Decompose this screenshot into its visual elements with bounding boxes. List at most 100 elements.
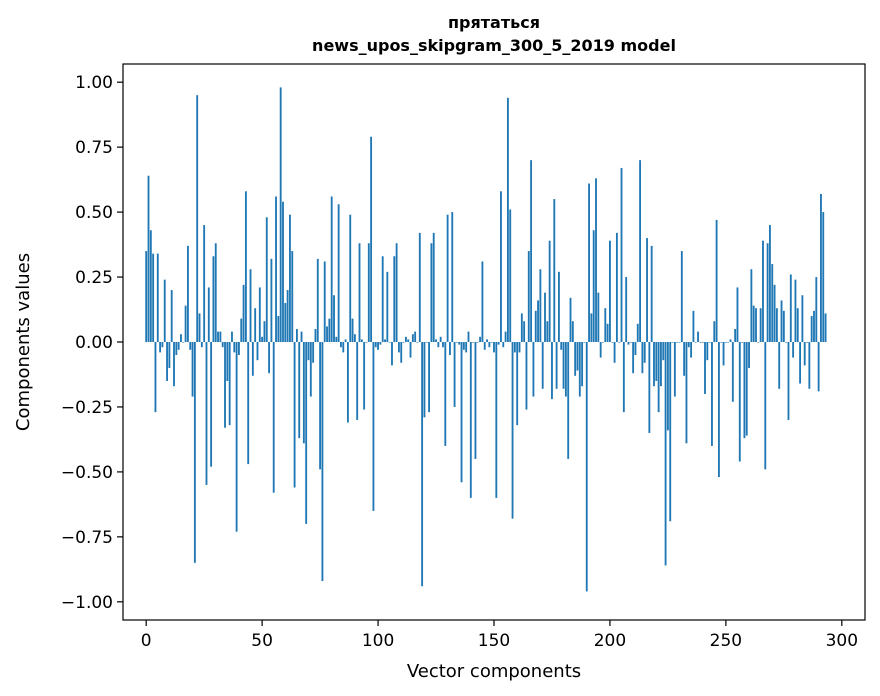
- bar-224: [664, 342, 667, 566]
- bar-21: [193, 342, 196, 563]
- y-tick-label: 0.75: [75, 138, 113, 158]
- bar-217: [648, 342, 651, 433]
- bar-12: [173, 342, 175, 387]
- bar-48: [256, 342, 259, 361]
- bar-281: [796, 308, 799, 342]
- bar-29: [212, 256, 215, 342]
- bar-156: [506, 97, 509, 342]
- bar-85: [342, 342, 345, 353]
- bar-176: [553, 199, 556, 342]
- bar-14: [177, 342, 180, 350]
- bar-66: [298, 342, 301, 439]
- bar-264: [757, 342, 760, 343]
- bar-129: [444, 342, 447, 446]
- y-tick-label: 0.25: [75, 268, 113, 288]
- bar-45: [249, 269, 252, 342]
- bar-153: [500, 191, 502, 342]
- bar-10: [168, 342, 171, 368]
- y-tick-label: −0.50: [61, 463, 113, 483]
- bar-205: [620, 167, 623, 342]
- bar-239: [699, 342, 702, 343]
- bar-284: [803, 342, 806, 366]
- bar-213: [639, 160, 641, 342]
- bar-256: [738, 342, 741, 462]
- bar-279: [792, 342, 795, 358]
- y-axis-ticks: −1.00 −0.75 −0.50 −0.25 0.00 0.25 0.50 0.75 1.00: [61, 73, 123, 613]
- bar-171: [541, 342, 544, 389]
- bar-218: [650, 245, 653, 342]
- bar-227: [671, 342, 674, 343]
- y-tick-label: 0.50: [75, 203, 113, 223]
- bar-195: [597, 292, 600, 342]
- bar-139: [467, 331, 470, 342]
- bar-3: [152, 253, 155, 342]
- x-tick-label: 300: [826, 631, 858, 651]
- y-tick-label: −0.75: [61, 528, 113, 548]
- bar-22: [196, 95, 199, 343]
- bar-221: [657, 342, 660, 413]
- bar-47: [254, 308, 257, 342]
- bar-64: [293, 342, 296, 488]
- bar-116: [414, 331, 417, 342]
- bar-226: [669, 342, 672, 522]
- bar-109: [398, 342, 400, 353]
- bar-99: [374, 342, 377, 348]
- bar-117: [416, 342, 419, 343]
- bar-174: [548, 240, 551, 342]
- bar-141: [472, 342, 475, 343]
- bar-212: [636, 323, 639, 342]
- chart-subtitle: news_upos_skipgram_300_5_2019 model: [312, 36, 676, 55]
- bar-96: [367, 243, 370, 342]
- bar-150: [493, 342, 495, 353]
- bar-103: [384, 339, 386, 342]
- bar-175: [551, 342, 553, 400]
- bar-93: [360, 339, 363, 342]
- x-tick-label: 200: [594, 631, 626, 651]
- bar-39: [235, 342, 238, 532]
- bar-184: [571, 321, 574, 342]
- bar-32: [219, 331, 222, 342]
- bar-270: [771, 264, 774, 342]
- bar-179: [560, 342, 563, 350]
- bar-41: [240, 318, 243, 342]
- bar-283: [801, 295, 804, 342]
- bar-261: [750, 269, 753, 342]
- x-axis-ticks: 0 50 100 150 200 250 300: [141, 620, 858, 651]
- bar-259: [745, 342, 748, 436]
- bar-126: [437, 342, 440, 348]
- bar-62: [289, 214, 291, 342]
- bar-240: [701, 342, 704, 343]
- bar-92: [358, 243, 361, 342]
- bar-84: [340, 342, 342, 348]
- bar-144: [479, 336, 482, 342]
- bar-165: [527, 251, 530, 342]
- bar-285: [806, 342, 808, 343]
- bar-204: [618, 342, 621, 343]
- x-axis-label: Vector components: [407, 661, 581, 682]
- bar-258: [743, 342, 746, 439]
- bar-61: [286, 290, 289, 342]
- bar-244: [711, 342, 713, 446]
- bar-274: [780, 300, 783, 342]
- bar-65: [295, 329, 298, 342]
- bar-35: [226, 342, 229, 381]
- bar-37: [231, 331, 233, 342]
- bar-290: [817, 342, 820, 392]
- bar-237: [694, 342, 697, 343]
- bar-132: [451, 212, 454, 342]
- bar-56: [275, 196, 277, 342]
- bar-90: [353, 334, 356, 342]
- bar-13: [175, 342, 178, 355]
- bar-28: [210, 342, 213, 467]
- bar-173: [546, 321, 549, 342]
- bar-236: [692, 310, 695, 342]
- bar-210: [632, 342, 635, 374]
- bar-138: [465, 342, 468, 353]
- bar-275: [782, 310, 785, 342]
- bar-38: [233, 342, 236, 353]
- bar-229: [676, 342, 679, 343]
- bar-220: [655, 342, 658, 381]
- bar-135: [458, 342, 461, 345]
- bar-26: [205, 342, 208, 485]
- bar-198: [604, 308, 607, 342]
